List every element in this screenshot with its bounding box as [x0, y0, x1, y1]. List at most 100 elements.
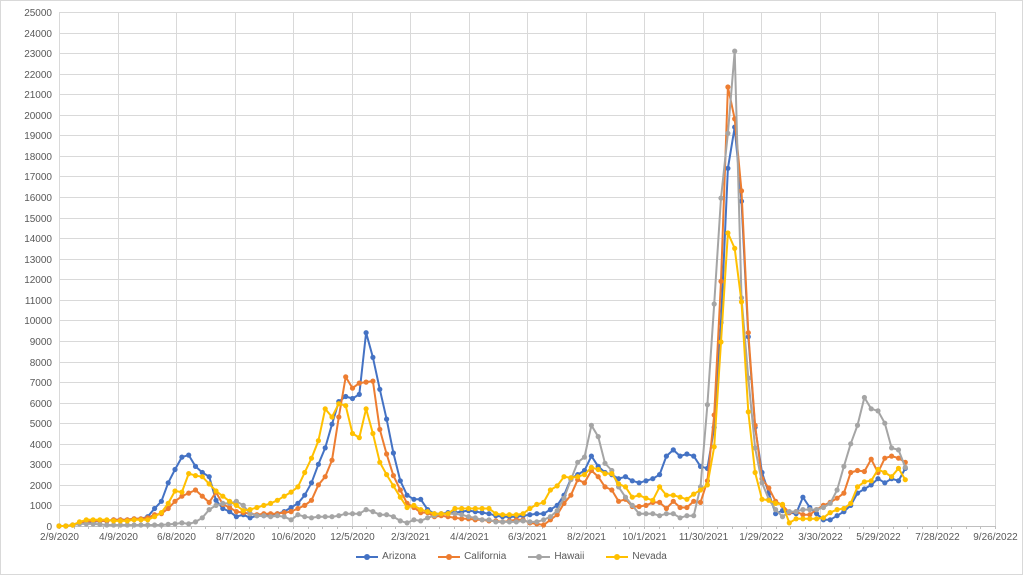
point-nevada	[152, 514, 158, 520]
point-arizona	[322, 445, 328, 451]
legend-label: Arizona	[382, 551, 417, 562]
point-arizona	[179, 454, 185, 460]
legend-item-arizona[interactable]: Arizona	[356, 551, 416, 562]
point-nevada	[636, 492, 642, 498]
point-nevada	[104, 517, 110, 523]
point-nevada	[431, 511, 437, 517]
point-nevada	[902, 477, 908, 483]
point-hawaii	[213, 502, 219, 508]
point-arizona	[725, 165, 731, 171]
point-hawaii	[793, 509, 799, 515]
point-hawaii	[254, 513, 260, 519]
point-nevada	[588, 464, 595, 470]
point-arizona	[691, 453, 697, 459]
point-arizona	[622, 474, 629, 480]
point-hawaii	[657, 513, 663, 519]
point-california	[595, 474, 601, 480]
point-arizona	[773, 511, 779, 517]
legend-item-california[interactable]: California	[438, 551, 506, 562]
y-tick-label: 0	[46, 522, 52, 533]
point-hawaii	[895, 447, 902, 453]
point-hawaii	[111, 522, 117, 528]
point-hawaii	[315, 514, 321, 520]
point-hawaii	[459, 512, 465, 518]
point-california	[848, 469, 854, 476]
point-arizona	[684, 451, 690, 457]
point-hawaii	[131, 522, 137, 528]
point-hawaii	[206, 507, 212, 513]
point-arizona	[418, 496, 424, 502]
point-nevada	[329, 414, 335, 420]
point-nevada	[302, 469, 308, 476]
point-nevada	[752, 469, 758, 476]
point-arizona	[152, 505, 158, 512]
point-nevada	[581, 472, 588, 478]
point-arizona	[377, 386, 383, 392]
point-california	[581, 480, 588, 486]
point-hawaii	[158, 522, 164, 528]
y-tick-label: 10000	[24, 316, 52, 327]
point-nevada	[609, 471, 615, 477]
point-nevada	[561, 474, 567, 480]
x-tick-label: 8/7/2020	[216, 532, 255, 543]
point-nevada	[206, 481, 212, 487]
point-nevada	[602, 471, 608, 477]
point-nevada	[677, 494, 683, 500]
point-hawaii	[547, 514, 554, 520]
point-nevada	[418, 507, 424, 513]
point-nevada	[554, 483, 560, 489]
point-nevada	[486, 505, 492, 512]
point-arizona	[834, 513, 840, 519]
x-tick-label: 2/9/2020	[40, 532, 79, 543]
point-hawaii	[725, 130, 731, 136]
point-hawaii	[902, 464, 908, 470]
x-tick-label: 10/1/2021	[622, 532, 667, 543]
point-arizona	[663, 453, 670, 459]
x-tick-label: 4/9/2020	[99, 532, 138, 543]
point-hawaii	[97, 521, 103, 528]
point-nevada	[145, 517, 151, 523]
point-california	[363, 379, 369, 385]
y-tick-label: 23000	[24, 49, 52, 60]
point-arizona	[349, 395, 356, 402]
point-california	[841, 490, 847, 496]
y-tick-label: 17000	[24, 172, 52, 183]
point-hawaii	[145, 522, 151, 528]
point-hawaii	[486, 517, 492, 523]
point-arizona	[356, 391, 362, 397]
legend-item-nevada[interactable]: Nevada	[606, 551, 667, 562]
point-nevada	[459, 505, 465, 512]
point-nevada	[131, 517, 137, 523]
point-nevada	[315, 438, 321, 444]
point-nevada	[643, 495, 649, 501]
point-nevada	[233, 502, 239, 508]
y-tick-label: 7000	[30, 378, 53, 389]
y-tick-label: 5000	[30, 419, 53, 430]
point-nevada	[520, 511, 526, 517]
point-california	[308, 497, 315, 503]
point-hawaii	[848, 441, 854, 447]
point-hawaii	[152, 522, 158, 528]
point-nevada	[438, 511, 444, 517]
point-nevada	[165, 500, 171, 506]
y-tick-label: 2000	[30, 481, 53, 492]
point-nevada	[493, 511, 499, 517]
legend-item-hawaii[interactable]: Hawaii	[528, 551, 584, 562]
point-california	[691, 498, 697, 504]
point-nevada	[657, 484, 663, 490]
point-arizona	[657, 472, 663, 478]
point-hawaii	[302, 514, 308, 520]
point-california	[199, 493, 205, 499]
point-arizona	[343, 393, 349, 400]
point-hawaii	[370, 509, 376, 515]
point-arizona	[288, 504, 294, 511]
y-tick-label: 14000	[24, 234, 52, 245]
point-hawaii	[882, 420, 888, 426]
point-arizona	[588, 453, 595, 459]
point-california	[834, 495, 840, 501]
point-hawaii	[889, 445, 895, 451]
legend-marker-hawaii	[528, 553, 551, 560]
legend-label: Hawaii	[554, 551, 585, 562]
point-nevada	[711, 444, 717, 450]
